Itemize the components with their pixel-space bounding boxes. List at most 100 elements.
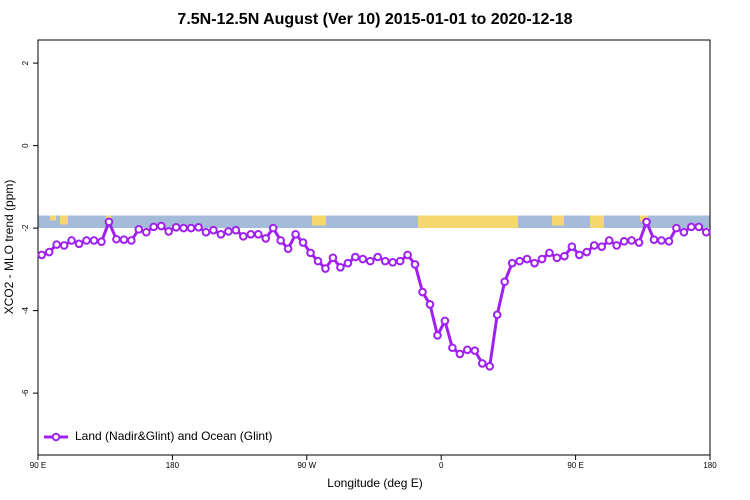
- data-point: [627, 236, 636, 245]
- data-point: [440, 316, 450, 326]
- data-point: [395, 256, 405, 266]
- data-point: [253, 229, 263, 239]
- data-point: [104, 217, 114, 227]
- data-point: [380, 256, 390, 266]
- data-point: [358, 254, 368, 264]
- data-point: [425, 300, 435, 309]
- y-axis-label: XCO2 - MLO trend (ppm): [2, 180, 16, 315]
- x-tick-label: 180: [166, 461, 180, 470]
- data-point: [552, 253, 562, 263]
- plot-frame: [37, 39, 711, 456]
- y-tick-label: -2: [21, 224, 30, 232]
- data-point: [141, 227, 151, 237]
- land-patch: [552, 215, 564, 226]
- data-point: [634, 238, 644, 247]
- data-point: [649, 235, 659, 244]
- data-point: [291, 229, 300, 239]
- data-point: [612, 241, 621, 250]
- data-point: [560, 251, 569, 261]
- chart-title: 7.5N-12.5N August (Ver 10) 2015-01-01 to…: [177, 11, 572, 28]
- y-tick-label: -4: [21, 307, 30, 315]
- data-point: [321, 264, 330, 273]
- data-point: [455, 349, 465, 359]
- data-point: [74, 239, 84, 249]
- data-point: [328, 253, 338, 263]
- data-point: [336, 263, 345, 272]
- data-point: [298, 238, 308, 247]
- data-point: [82, 236, 91, 245]
- data-point: [224, 227, 233, 236]
- ocean-band: [38, 215, 710, 228]
- map-strip: [38, 215, 710, 228]
- data-point: [515, 256, 524, 266]
- data-point: [52, 240, 61, 249]
- data-point: [365, 256, 375, 266]
- data-point: [672, 223, 681, 233]
- data-point: [388, 258, 397, 267]
- data-point: [657, 236, 666, 245]
- x-axis-label: Longitude (deg E): [327, 476, 422, 490]
- data-point: [149, 222, 159, 232]
- data-point: [567, 242, 577, 251]
- data-point: [500, 277, 509, 287]
- data-point: [575, 250, 584, 260]
- data-point: [246, 229, 256, 239]
- data-point: [231, 225, 241, 235]
- data-point: [687, 222, 696, 232]
- data-point: [530, 258, 539, 268]
- land-patch: [590, 215, 604, 228]
- data-point: [642, 217, 651, 227]
- data-point: [492, 310, 502, 320]
- x-tick-label: 180: [703, 461, 717, 470]
- data-point: [664, 237, 674, 246]
- data-point: [589, 241, 599, 250]
- data-point: [403, 250, 412, 260]
- data-point: [597, 242, 607, 251]
- data-point: [59, 241, 69, 250]
- data-point: [522, 254, 532, 264]
- data-point: [537, 254, 547, 264]
- land-patch: [418, 215, 518, 228]
- land-patch: [50, 215, 56, 221]
- data-point: [268, 223, 278, 233]
- data-point: [477, 359, 487, 368]
- data-point: [470, 346, 480, 355]
- data-point: [582, 247, 592, 257]
- data-point: [97, 237, 106, 247]
- data-point: [306, 248, 315, 258]
- data-point: [351, 252, 360, 262]
- y-tick-label: 2: [21, 60, 30, 65]
- land-patch: [60, 215, 68, 225]
- y-tick-label: -6: [21, 389, 30, 397]
- data-point: [485, 362, 495, 371]
- data-point: [179, 223, 188, 233]
- data-point: [134, 225, 144, 234]
- legend-marker: [51, 432, 61, 442]
- data-point: [67, 236, 76, 245]
- data-point: [239, 232, 248, 241]
- data-point: [119, 235, 129, 244]
- data-point: [433, 331, 442, 340]
- legend-label: Land (Nadir&Glint) and Ocean (Glint): [75, 429, 272, 443]
- data-point: [261, 234, 271, 243]
- x-tick-label: 90 E: [567, 461, 583, 470]
- data-point: [156, 221, 166, 231]
- data-point: [37, 250, 47, 260]
- data-point: [313, 256, 323, 266]
- data-point: [448, 343, 457, 353]
- data-point: [507, 258, 517, 268]
- x-tick-label: 90 E: [30, 461, 46, 470]
- x-tick-label: 90 W: [297, 461, 316, 470]
- data-point: [89, 236, 99, 245]
- data-point: [112, 234, 121, 244]
- data-point: [545, 248, 554, 258]
- land-patch: [312, 215, 326, 226]
- data-point: [201, 227, 211, 237]
- data-point: [171, 222, 181, 232]
- data-point: [127, 236, 136, 245]
- data-point: [164, 227, 173, 236]
- y-tick-label: 0: [21, 143, 30, 148]
- data-point: [418, 287, 427, 297]
- data-point: [373, 252, 383, 262]
